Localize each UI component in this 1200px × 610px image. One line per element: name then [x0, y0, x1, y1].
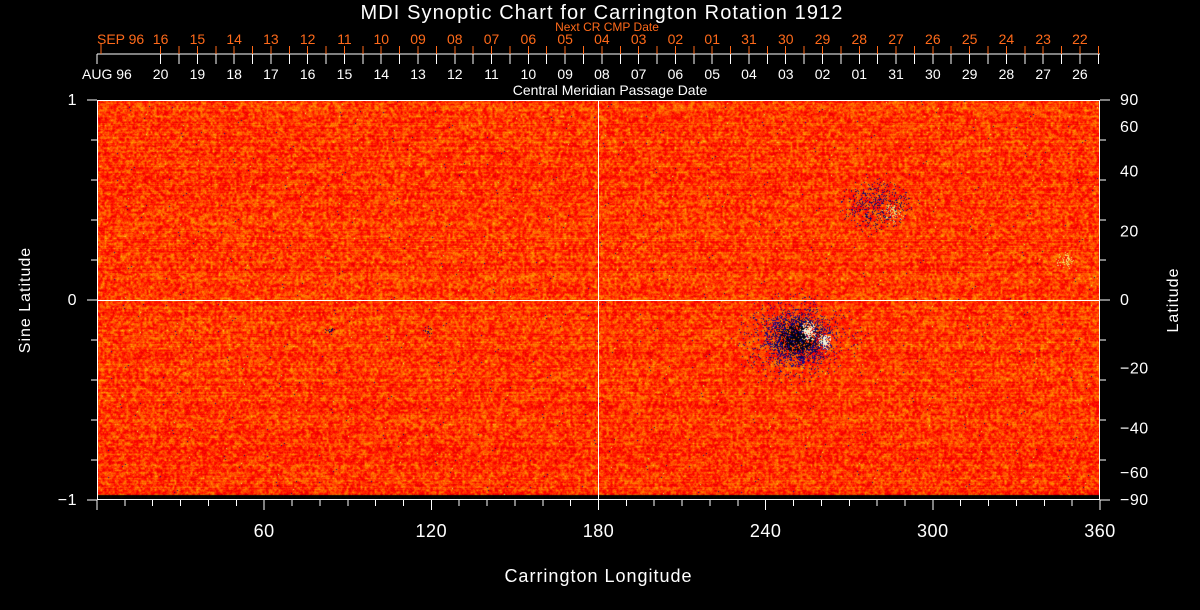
- svg-text:14: 14: [226, 31, 242, 47]
- svg-text:10: 10: [521, 66, 537, 82]
- svg-text:09: 09: [410, 31, 426, 47]
- svg-text:−1: −1: [58, 492, 77, 509]
- svg-text:22: 22: [1072, 31, 1088, 47]
- svg-text:12: 12: [447, 66, 463, 82]
- svg-text:−60: −60: [1120, 465, 1149, 482]
- svg-text:14: 14: [373, 66, 389, 82]
- svg-text:31: 31: [888, 66, 904, 82]
- svg-text:180: 180: [583, 521, 615, 541]
- svg-text:28: 28: [999, 66, 1015, 82]
- svg-text:15: 15: [190, 31, 206, 47]
- svg-text:08: 08: [447, 31, 463, 47]
- svg-text:29: 29: [962, 66, 978, 82]
- svg-text:27: 27: [1035, 66, 1051, 82]
- svg-text:0: 0: [1120, 292, 1129, 309]
- svg-text:01: 01: [852, 66, 868, 82]
- svg-text:06: 06: [521, 31, 537, 47]
- svg-text:90: 90: [1120, 92, 1139, 109]
- svg-text:20: 20: [153, 66, 169, 82]
- svg-text:40: 40: [1120, 163, 1139, 180]
- svg-text:10: 10: [373, 31, 389, 47]
- svg-text:03: 03: [631, 31, 647, 47]
- svg-text:09: 09: [557, 66, 573, 82]
- svg-text:Latitude: Latitude: [1165, 268, 1182, 333]
- svg-text:0: 0: [68, 292, 77, 309]
- svg-text:Central Meridian Passage Date: Central Meridian Passage Date: [513, 82, 708, 98]
- svg-text:31: 31: [741, 31, 757, 47]
- svg-text:AUG 96: AUG 96: [82, 66, 132, 82]
- svg-text:60: 60: [254, 521, 275, 541]
- svg-text:1: 1: [68, 92, 77, 109]
- svg-text:24: 24: [999, 31, 1015, 47]
- svg-text:Sine Latitude: Sine Latitude: [17, 247, 34, 353]
- svg-text:13: 13: [263, 31, 279, 47]
- svg-text:−40: −40: [1120, 421, 1149, 438]
- svg-text:360: 360: [1084, 521, 1116, 541]
- svg-text:06: 06: [668, 66, 684, 82]
- svg-text:05: 05: [704, 66, 720, 82]
- svg-text:04: 04: [741, 66, 757, 82]
- svg-text:26: 26: [1072, 66, 1088, 82]
- svg-text:28: 28: [852, 31, 868, 47]
- svg-text:Next CR CMP Date: Next CR CMP Date: [555, 20, 659, 34]
- svg-text:26: 26: [925, 31, 941, 47]
- svg-text:MDI Synoptic Chart for Carring: MDI Synoptic Chart for Carrington Rotati…: [360, 2, 843, 24]
- svg-text:25: 25: [962, 31, 978, 47]
- svg-text:16: 16: [153, 31, 169, 47]
- svg-text:02: 02: [815, 66, 831, 82]
- svg-text:07: 07: [484, 31, 500, 47]
- svg-text:15: 15: [337, 66, 353, 82]
- svg-text:07: 07: [631, 66, 647, 82]
- svg-text:120: 120: [416, 521, 448, 541]
- svg-text:11: 11: [337, 31, 352, 47]
- svg-text:16: 16: [300, 66, 316, 82]
- svg-text:08: 08: [594, 66, 610, 82]
- svg-text:17: 17: [263, 66, 279, 82]
- svg-text:23: 23: [1035, 31, 1051, 47]
- svg-text:18: 18: [226, 66, 242, 82]
- svg-text:13: 13: [410, 66, 426, 82]
- svg-text:SEP 96: SEP 96: [97, 31, 144, 47]
- svg-text:−90: −90: [1120, 492, 1149, 509]
- svg-text:300: 300: [917, 521, 949, 541]
- svg-text:20: 20: [1120, 224, 1139, 241]
- svg-text:240: 240: [750, 521, 782, 541]
- svg-text:30: 30: [778, 31, 794, 47]
- svg-text:27: 27: [888, 31, 904, 47]
- svg-text:60: 60: [1120, 119, 1139, 136]
- svg-text:01: 01: [704, 31, 720, 47]
- svg-text:19: 19: [190, 66, 206, 82]
- svg-text:11: 11: [484, 66, 499, 82]
- svg-text:03: 03: [778, 66, 794, 82]
- svg-text:Carrington Longitude: Carrington Longitude: [504, 566, 692, 586]
- svg-text:−20: −20: [1120, 360, 1149, 377]
- svg-text:02: 02: [668, 31, 684, 47]
- svg-text:29: 29: [815, 31, 831, 47]
- svg-text:12: 12: [300, 31, 316, 47]
- svg-text:30: 30: [925, 66, 941, 82]
- svg-text:04: 04: [594, 31, 610, 47]
- svg-text:05: 05: [557, 31, 573, 47]
